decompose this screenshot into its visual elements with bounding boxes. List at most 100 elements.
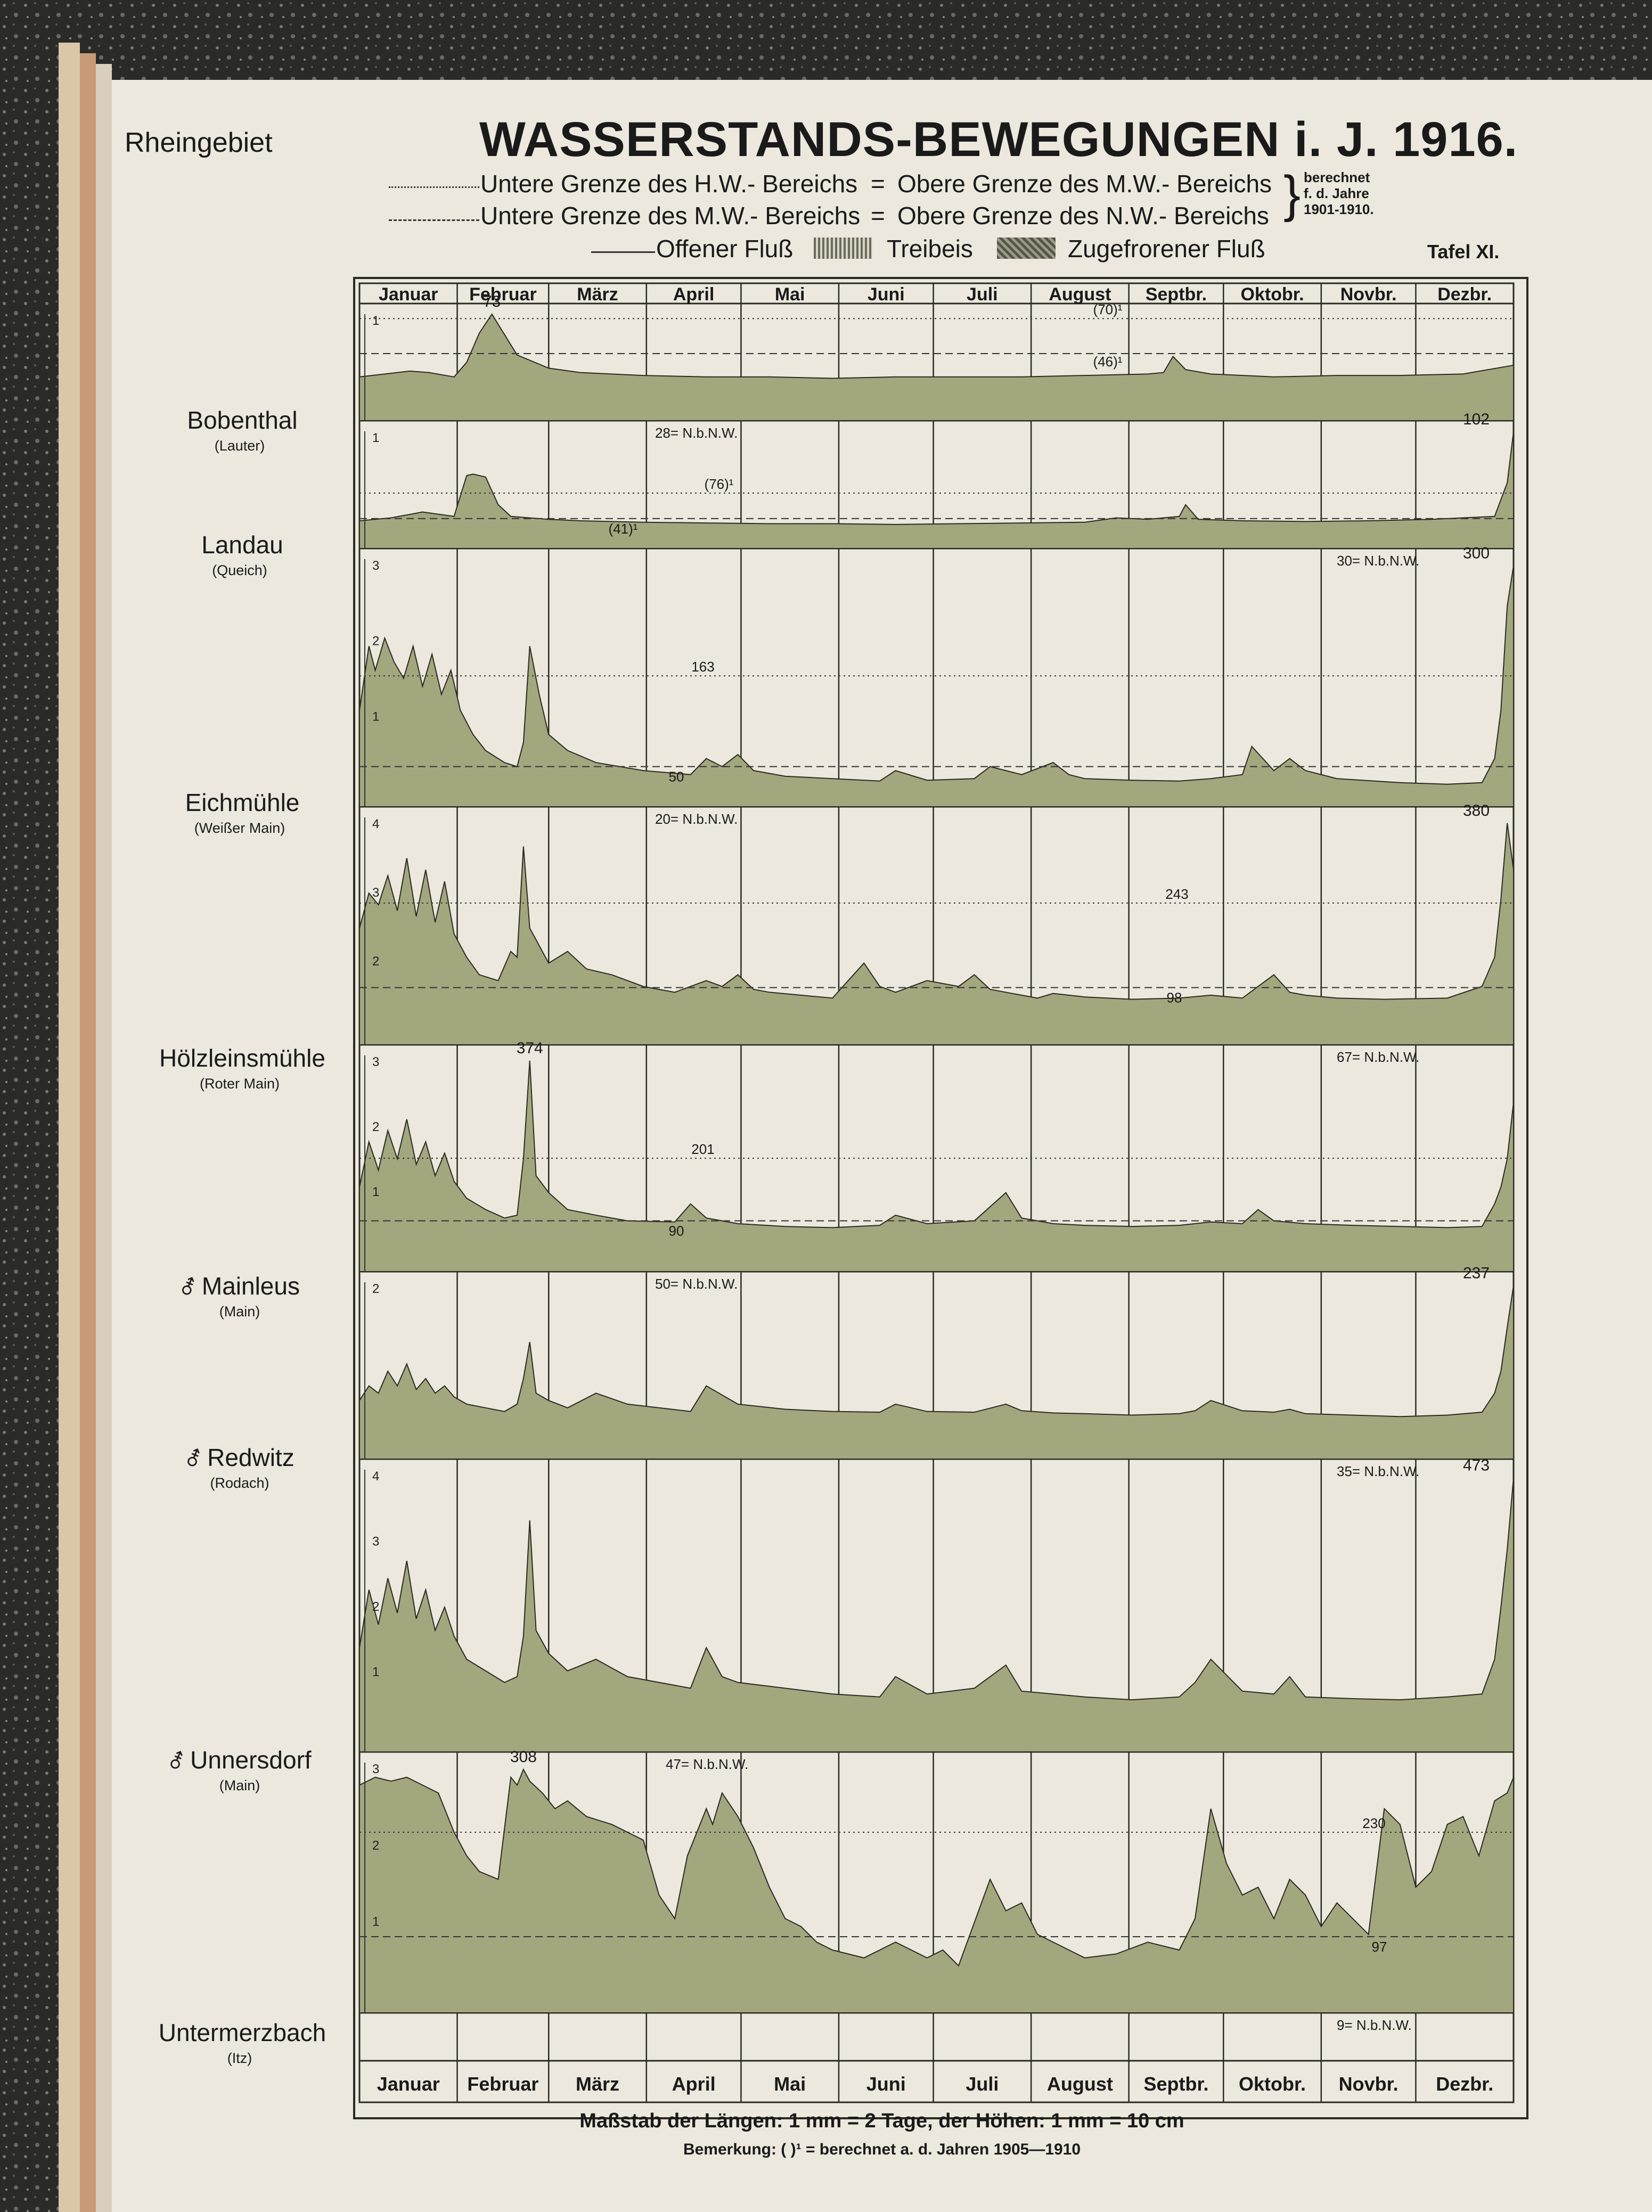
month-label-top: Novbr. [1340,284,1397,305]
station-panel-5: 2 237 35= N.b.N.W. [359,1264,1514,1479]
scale-tick-label: 1 [372,1665,379,1680]
month-label-bottom: Juni [866,2073,906,2095]
month-label-top: Oktobr. [1241,284,1304,305]
scale-tick-label: 2 [372,1838,379,1853]
page-edges [59,43,80,2212]
month-label-bottom: Oktobr. [1239,2073,1306,2095]
chart-outer-frame [353,277,1528,2119]
station-label-hoelzleinsmuehle: Hölzleinsmühle (Roter Main) [159,1044,325,1092]
month-label-top: März [577,284,618,305]
water-level-area [359,823,1514,1045]
peak-value-label: 102 [1463,411,1490,428]
plate-number: Tafel XI. [1427,241,1500,263]
mw-value-label: (46)¹ [1093,354,1123,370]
station-label-unnersdorf: ⚦ Unnersdorf (Main) [168,1746,312,1793]
peak-value-label: 308 [510,1748,537,1766]
month-label-bottom: Januar [377,2073,440,2095]
legend-nw-upper: Obere Grenze des N.W.- Bereichs [897,202,1269,230]
peak-value-label: 237 [1463,1264,1490,1282]
scale-tick-label: 3 [372,1055,379,1069]
station-label-untermerzbach: Untermerzbach (Itz) [158,2019,326,2066]
scale-tick-label: 1 [372,431,379,445]
station-label-eichmuehle: Eichmühle (Weißer Main) [185,789,300,836]
month-label-top: Mai [775,284,805,305]
scale-tick-label: 4 [372,817,379,831]
hw-value-label: (76)¹ [705,476,734,492]
month-label-bottom: Mai [774,2073,806,2095]
remark-note: Bemerkung: ( )¹ = berechnet a. d. Jahren… [683,2141,1081,2158]
open-river-line-sample [591,251,655,253]
station-panel-0: 1 73 (70)¹ (46)¹ 28= N.b.N.W. [359,293,1514,441]
mw-value-label: 90 [669,1223,684,1239]
nbnw-label: 28= N.b.N.W. [655,425,738,441]
peak-value-label: 300 [1463,545,1490,562]
mw-value-label: 50 [669,769,684,785]
drift-ice-swatch [814,237,872,259]
scale-tick-label: 2 [372,954,379,969]
scale-tick-label: 3 [372,1762,379,1776]
scale-tick-label: 1 [372,709,379,724]
station-panel-4: 3 2 1 374 201 90 50= N.b.N.W. [359,1039,1514,1292]
scale-tick-label: 3 [372,1535,379,1549]
scale-tick-label: 2 [372,1600,379,1614]
nbnw-label: 50= N.b.N.W. [655,1276,738,1292]
water-level-chart: Januar Januar Februar Februar März März April A… [353,277,1528,2119]
month-label-top: April [673,284,714,305]
month-label-bottom: April [672,2073,716,2095]
water-level-area [359,1285,1514,1460]
scale-tick-label: 1 [372,1185,379,1199]
nbnw-label: 9= N.b.N.W. [1337,2017,1412,2033]
month-label-bottom: Septbr. [1143,2073,1208,2095]
legend-equals-1: = [871,170,885,198]
nbnw-label: 35= N.b.N.W. [1337,1463,1419,1479]
month-label-bottom: Juli [966,2073,999,2095]
legend-mw-upper: Obere Grenze des M.W.- Bereichs [897,170,1272,198]
peak-value-label: 380 [1463,802,1490,820]
month-label-bottom: August [1047,2073,1113,2095]
scale-tick-label: 2 [372,1120,379,1134]
water-level-area [359,566,1514,807]
hw-value-label: (70)¹ [1093,301,1123,317]
gauge-station-icon: ⚦ [168,1751,185,1773]
scale-tick-label: 2 [372,634,379,649]
hw-boundary-line-sample [389,186,479,188]
month-label-top: Januar [379,284,438,305]
nbnw-label: 47= N.b.N.W. [666,1756,748,1772]
legend-drift-ice: Treibeis [887,235,973,263]
mw-boundary-line-sample [389,219,479,221]
station-label-redwitz: ⚦ Redwitz (Rodach) [185,1444,295,1491]
station-label-landau: Landau (Queich) [201,531,283,578]
month-label-bottom: März [576,2073,619,2095]
nbnw-label: 67= N.b.N.W. [1337,1049,1419,1065]
mw-value-label: 98 [1167,990,1182,1006]
legend-brace: } [1283,166,1301,223]
month-label-top: Septbr. [1146,284,1207,305]
water-level-area [359,1060,1514,1272]
hw-value-label: 163 [691,659,714,675]
month-label-bottom: Novbr. [1339,2073,1399,2095]
region-label: Rheingebiet [125,127,273,158]
legend-period-note: berechnet f. d. Jahre 1901-1910. [1304,169,1374,217]
peak-value-label: 73 [483,293,501,310]
scale-tick-label: 4 [372,1469,379,1484]
station-label-bobenthal: Bobenthal (Lauter) [187,406,298,454]
month-label-top: Dezbr. [1437,284,1492,305]
mw-value-label: (41)¹ [609,521,638,537]
hw-value-label: 230 [1362,1815,1385,1831]
month-label-bottom: Dezbr. [1436,2073,1493,2095]
legend-hw-lower: Untere Grenze des H.W.- Bereichs [480,170,858,198]
month-label-top: Februar [469,284,537,305]
nbnw-label: 20= N.b.N.W. [655,811,738,827]
legend-mw-lower: Untere Grenze des M.W.- Bereichs [480,202,861,230]
water-level-area [359,1768,1514,2013]
legend-open-river: Offener Fluß [656,235,794,263]
month-label-bottom: Februar [467,2073,538,2095]
chart-page: Rheingebiet WASSERSTANDS-BEWEGUNGEN i. J… [112,80,1652,2212]
water-level-area [359,1478,1514,1752]
scale-tick-label: 1 [372,314,379,328]
page-title: WASSERSTANDS-BEWEGUNGEN i. J. 1916. [479,112,1518,167]
legend-equals-2: = [871,202,885,230]
station-panel-7: 3 2 1 308 230 97 9= N.b.N.W. [359,1748,1514,2033]
station-panel-1: 1 102 (76)¹ (41)¹ 30= N.b.N.W. [359,411,1514,569]
legend-frozen-river: Zugefrorener Fluß [1068,235,1265,263]
